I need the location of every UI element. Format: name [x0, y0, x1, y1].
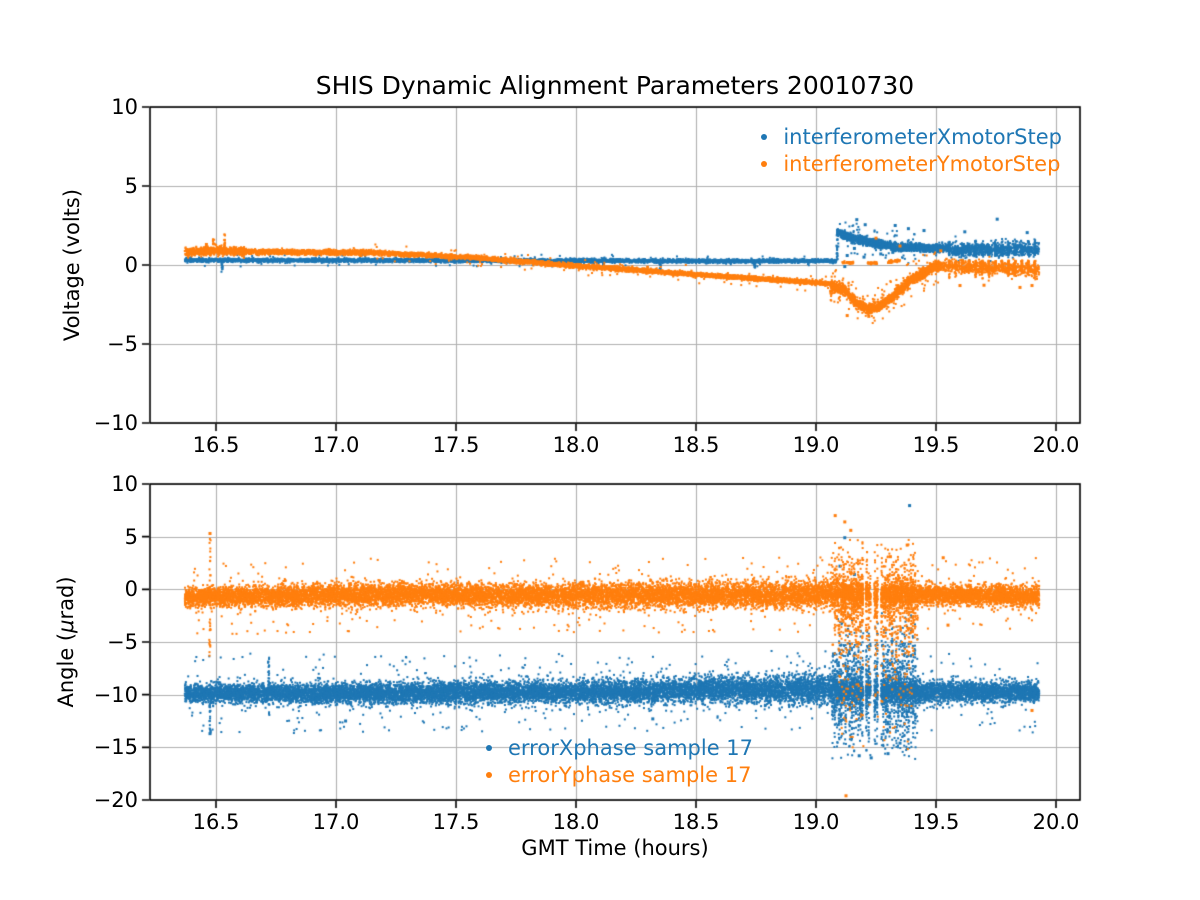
x-tick-label: 19.5 [912, 433, 960, 457]
x-axis-label: GMT Time (hours) [521, 836, 709, 860]
y-tick-label: 5 [124, 524, 138, 549]
legend-item-error-x-phase: errorXphase sample 17 [482, 734, 753, 761]
scatter-dot-icon [486, 771, 492, 778]
y-tick-label: −5 [107, 630, 138, 654]
top-legend: interferometerXmotorStep interferometerY… [757, 123, 1062, 177]
x-tick-label: 19.0 [792, 810, 840, 834]
y-tick-label: 0 [124, 253, 138, 277]
y-tick-label: −20 [93, 788, 138, 812]
legend-item-error-y-phase: errorYphase sample 17 [482, 761, 753, 788]
legend-item-interferometer-x: interferometerXmotorStep [757, 123, 1062, 150]
y-tick-label: 0 [124, 577, 138, 602]
x-tick-label: 18.5 [672, 810, 720, 834]
x-tick-label: 17.5 [432, 810, 480, 834]
legend-label: errorYphase sample 17 [508, 762, 752, 787]
x-tick-label: 18.5 [672, 433, 720, 457]
x-tick-label: 18.0 [552, 810, 600, 834]
legend-label: errorXphase sample 17 [508, 735, 754, 760]
y-tick-label: −5 [107, 332, 138, 356]
x-tick-label: 17.5 [432, 433, 480, 457]
x-tick-label: 17.0 [312, 810, 360, 834]
x-tick-label: 20.0 [1032, 810, 1080, 834]
x-tick-label: 19.5 [912, 810, 960, 834]
y-tick-label: −10 [93, 411, 138, 435]
y-tick-label: 5 [124, 174, 138, 198]
scatter-dot-icon [761, 160, 768, 167]
y-tick-label: 10 [111, 95, 138, 119]
legend-item-interferometer-y: interferometerYmotorStep [757, 150, 1062, 177]
bottom-legend: errorXphase sample 17 errorYphase sample… [482, 734, 753, 788]
x-tick-label: 19.0 [792, 433, 840, 457]
x-tick-label: 17.0 [312, 433, 360, 457]
scatter-dot-icon [761, 133, 768, 140]
scatter-dot-icon [486, 744, 492, 751]
y-tick-label: 10 [111, 472, 138, 496]
x-tick-label: 18.0 [552, 433, 600, 457]
x-tick-label: 16.5 [192, 433, 240, 457]
legend-label: interferometerXmotorStep [783, 124, 1062, 149]
legend-label: interferometerYmotorStep [783, 151, 1061, 176]
x-tick-label: 20.0 [1032, 433, 1080, 457]
y-tick-label: −15 [93, 735, 138, 760]
y-tick-label: −10 [93, 682, 138, 707]
x-tick-label: 16.5 [192, 810, 240, 834]
chart-title: SHIS Dynamic Alignment Parameters 200107… [315, 71, 915, 100]
